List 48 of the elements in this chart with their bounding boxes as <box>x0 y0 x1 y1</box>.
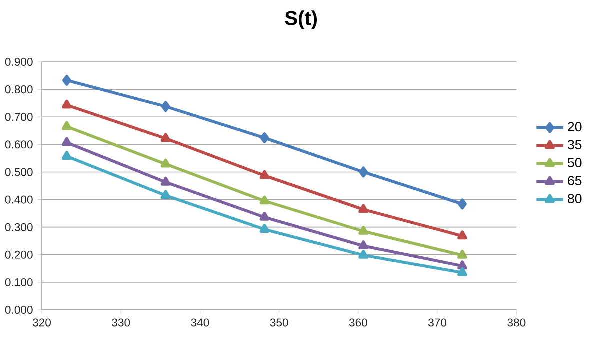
point <box>160 190 171 200</box>
point <box>458 230 468 240</box>
point <box>62 100 72 109</box>
legend-label: 80 <box>568 194 582 204</box>
y-tick-label: 0.100 <box>5 278 33 286</box>
x-tick-label: 340 <box>191 318 210 327</box>
point <box>358 240 369 250</box>
point <box>458 267 468 276</box>
legend-label: 20 <box>568 122 582 132</box>
legend-label: 65 <box>568 176 582 186</box>
point <box>160 133 171 142</box>
y-tick-label: 0.900 <box>5 58 33 66</box>
point <box>62 137 72 146</box>
y-tick-label: 0.300 <box>5 223 33 232</box>
point <box>62 151 72 160</box>
x-tick-label: 350 <box>270 318 288 327</box>
chart-title: S(t) <box>285 10 318 30</box>
legend-label: 50 <box>568 158 582 168</box>
y-tick-label: 0.400 <box>5 196 33 204</box>
point <box>260 212 270 221</box>
point <box>358 226 369 235</box>
legend-label: 35 <box>568 140 582 150</box>
point <box>358 250 369 259</box>
point <box>260 224 270 234</box>
x-tick-label: 330 <box>112 318 130 327</box>
y-tick-label: 0.500 <box>5 168 33 176</box>
y-tick-label: 0.700 <box>5 113 33 122</box>
point <box>260 196 270 205</box>
point <box>161 101 170 112</box>
point <box>62 74 72 86</box>
x-tick-label: 370 <box>428 318 447 327</box>
x-tick-label: 380 <box>508 318 526 327</box>
point <box>160 158 171 168</box>
point <box>62 121 72 130</box>
point <box>458 260 468 270</box>
point <box>160 176 171 186</box>
y-tick-label: 0.200 <box>5 250 33 259</box>
x-tick-label: 360 <box>349 318 368 327</box>
point <box>358 204 369 214</box>
point <box>359 166 368 178</box>
y-tick-label: 0.600 <box>5 140 33 149</box>
y-tick-label: 0.000 <box>5 306 33 314</box>
point <box>260 170 270 180</box>
point <box>260 132 270 144</box>
point <box>458 250 468 259</box>
x-tick-label: 320 <box>32 318 52 327</box>
y-tick-label: 0.800 <box>5 86 33 94</box>
point <box>458 198 467 210</box>
